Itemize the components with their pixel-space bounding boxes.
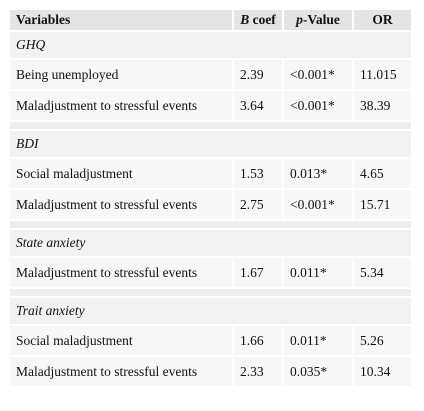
header-row: Variables B coef p-Value OR [10,10,411,30]
p-value-cell: 0.013* [284,159,352,188]
variable-cell: Being unemployed [10,60,232,89]
results-table-container: Variables B coef p-Value OR GHQ Being une… [8,8,413,388]
p-value-cell: <0.001* [284,91,352,120]
b-coef-cell: 2.75 [234,190,282,219]
header-b-coef: B coef [234,10,282,30]
regression-results-table: Variables B coef p-Value OR GHQ Being une… [8,8,413,388]
or-cell: 4.65 [354,159,411,188]
table-row: Maladjustment to stressful events 1.67 0.0… [10,258,411,287]
b-coef-cell: 3.64 [234,91,282,120]
table-row: Social maladjustment 1.66 0.011* 5.26 [10,326,411,355]
section-header-row: BDI [10,131,411,157]
variable-cell: Maladjustment to stressful events [10,190,232,219]
header-or: OR [354,10,411,30]
header-p-text: -Value [302,12,340,27]
section-header-row: Trait anxiety [10,298,411,324]
header-b-symbol: B [240,12,250,27]
p-value-cell: 0.011* [284,258,352,287]
p-value-cell: <0.001* [284,60,352,89]
section-title: Trait anxiety [10,298,411,324]
or-cell: 11.015 [354,60,411,89]
section-title: State anxiety [10,230,411,256]
or-cell: 38.39 [354,91,411,120]
section-spacer [10,221,411,228]
section-header-row: GHQ [10,32,411,58]
section-spacer [10,289,411,296]
p-value-cell: 0.011* [284,326,352,355]
b-coef-cell: 2.39 [234,60,282,89]
or-cell: 15.71 [354,190,411,219]
or-cell: 5.26 [354,326,411,355]
table-row: Maladjustment to stressful events 3.64 <0.… [10,91,411,120]
table-row: Being unemployed 2.39 <0.001* 11.015 [10,60,411,89]
table-row: Social maladjustment 1.53 0.013* 4.65 [10,159,411,188]
p-value-cell: <0.001* [284,190,352,219]
section-header-row: State anxiety [10,230,411,256]
or-cell: 5.34 [354,258,411,287]
table-row: Maladjustment to stressful events 2.33 0.0… [10,357,411,386]
variable-cell: Maladjustment to stressful events [10,91,232,120]
section-spacer-cell [10,122,411,129]
b-coef-cell: 1.67 [234,258,282,287]
section-title: GHQ [10,32,411,58]
section-spacer [10,122,411,129]
header-variables: Variables [10,10,232,30]
variable-cell: Maladjustment to stressful events [10,357,232,386]
section-spacer-cell [10,221,411,228]
b-coef-cell: 1.66 [234,326,282,355]
header-p-value: p-Value [284,10,352,30]
section-title: BDI [10,131,411,157]
b-coef-cell: 2.33 [234,357,282,386]
variable-cell: Maladjustment to stressful events [10,258,232,287]
p-value-cell: 0.035* [284,357,352,386]
table-row: Maladjustment to stressful events 2.75 <0.… [10,190,411,219]
header-p-symbol: p [296,12,303,27]
section-spacer-cell [10,289,411,296]
header-b-text: coef [249,12,276,27]
variable-cell: Social maladjustment [10,326,232,355]
b-coef-cell: 1.53 [234,159,282,188]
variable-cell: Social maladjustment [10,159,232,188]
table-body: GHQ Being unemployed 2.39 <0.001* 11.015 Mala… [10,32,411,386]
or-cell: 10.34 [354,357,411,386]
